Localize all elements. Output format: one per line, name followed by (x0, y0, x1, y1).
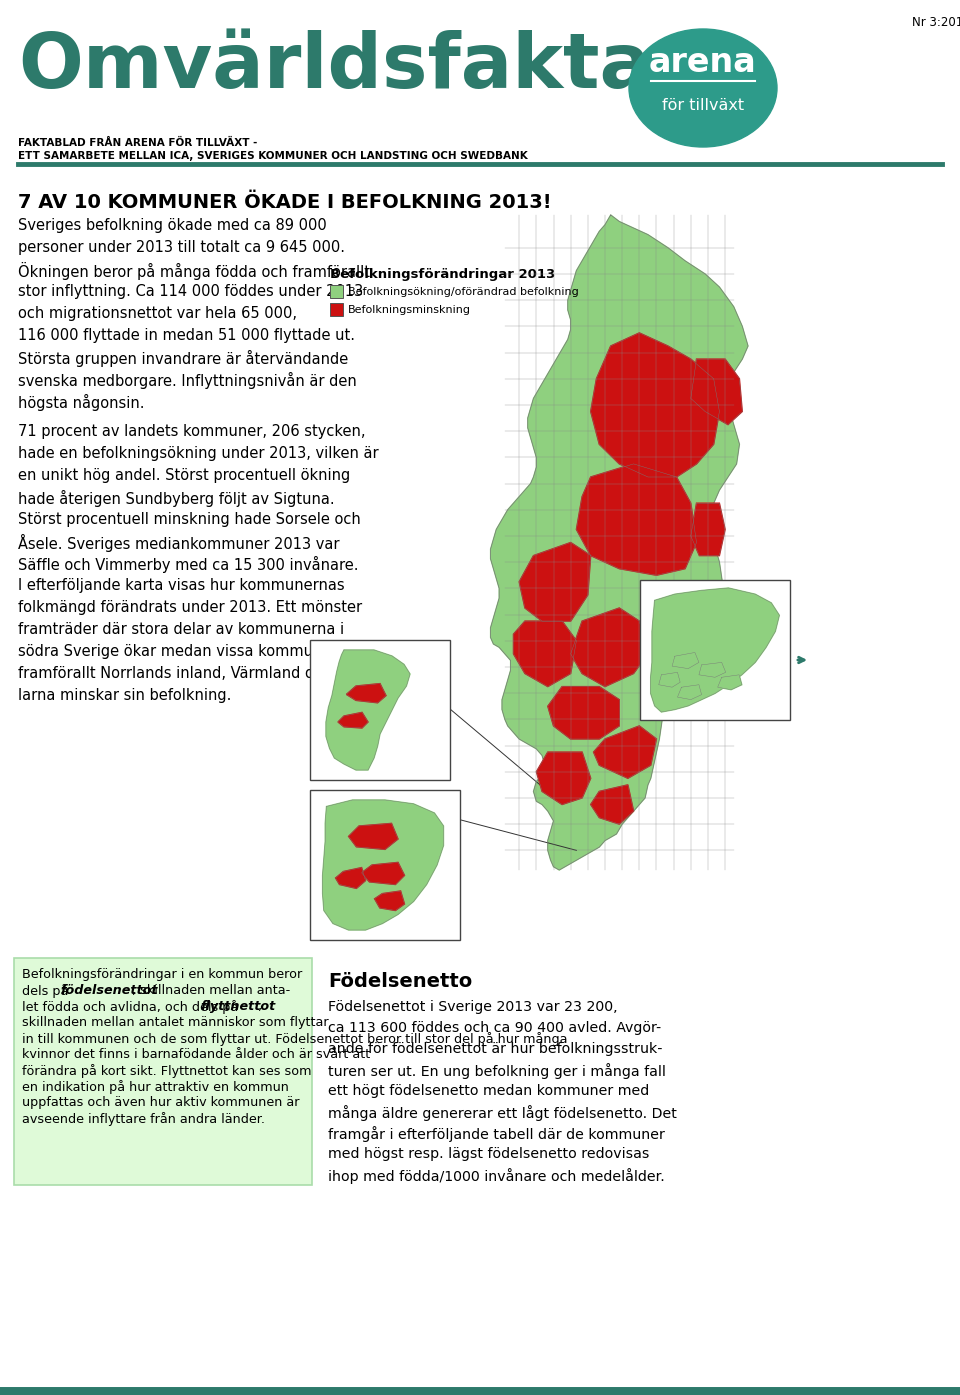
Polygon shape (699, 663, 726, 678)
Text: och migrationsnettot var hela 65 000,: och migrationsnettot var hela 65 000, (18, 306, 297, 321)
Text: Ökningen beror på många födda och framförallt: Ökningen beror på många födda och framfö… (18, 262, 370, 280)
Text: hade en befolkningsökning under 2013, vilken är: hade en befolkningsökning under 2013, vi… (18, 446, 378, 460)
Text: FAKTABLAD FRÅN ARENA FÖR TILLVÄXT -: FAKTABLAD FRÅN ARENA FÖR TILLVÄXT - (18, 138, 257, 148)
Text: dels på: dels på (22, 983, 72, 997)
Text: uppfattas och även hur aktiv kommunen är: uppfattas och även hur aktiv kommunen är (22, 1096, 300, 1109)
Text: högsta någonsin.: högsta någonsin. (18, 393, 145, 412)
Text: framförallt Norrlands inland, Värmland och Da-: framförallt Norrlands inland, Värmland o… (18, 665, 362, 681)
Text: let födda och avlidna, och dels på: let födda och avlidna, och dels på (22, 1000, 242, 1014)
Polygon shape (548, 686, 619, 739)
Text: framträder där stora delar av kommunerna i: framträder där stora delar av kommunerna… (18, 622, 344, 638)
Text: larna minskar sin befolkning.: larna minskar sin befolkning. (18, 688, 231, 703)
Polygon shape (659, 672, 680, 688)
Text: arena: arena (649, 46, 756, 78)
Polygon shape (338, 713, 368, 728)
Text: födelsenettot: födelsenettot (60, 983, 157, 997)
FancyBboxPatch shape (14, 958, 312, 1184)
Text: personer under 2013 till totalt ca 9 645 000.: personer under 2013 till totalt ca 9 645… (18, 240, 345, 255)
FancyBboxPatch shape (330, 285, 343, 299)
Text: Sveriges befolkning ökade med ca 89 000: Sveriges befolkning ökade med ca 89 000 (18, 218, 326, 233)
Text: ihop med födda/1000 invånare och medelålder.: ihop med födda/1000 invånare och medelål… (328, 1168, 664, 1184)
Polygon shape (326, 650, 410, 770)
Text: Nr 3:2014: Nr 3:2014 (912, 15, 960, 29)
Text: kvinnor det finns i barnafödande ålder och är svårt att: kvinnor det finns i barnafödande ålder o… (22, 1048, 371, 1062)
Polygon shape (593, 725, 657, 778)
Text: Befolkningsförändringar i en kommun beror: Befolkningsförändringar i en kommun bero… (22, 968, 302, 981)
FancyBboxPatch shape (330, 303, 343, 317)
Polygon shape (336, 868, 366, 889)
Text: med högst resp. lägst födelsenetto redovisas: med högst resp. lägst födelsenetto redov… (328, 1147, 649, 1161)
Text: Omvärldsfakta: Omvärldsfakta (18, 31, 651, 105)
Text: Födelsenettot i Sverige 2013 var 23 200,: Födelsenettot i Sverige 2013 var 23 200, (328, 1000, 617, 1014)
Text: ca 113 600 föddes och ca 90 400 avled. Avgör-: ca 113 600 föddes och ca 90 400 avled. A… (328, 1021, 661, 1035)
Text: ETT SAMARBETE MELLAN ICA, SVERIGES KOMMUNER OCH LANDSTING OCH SWEDBANK: ETT SAMARBETE MELLAN ICA, SVERIGES KOMMU… (18, 151, 528, 160)
Polygon shape (672, 653, 699, 668)
Text: en indikation på hur attraktiv en kommun: en indikation på hur attraktiv en kommun (22, 1080, 289, 1094)
Text: Störst procentuell minskning hade Sorsele och: Störst procentuell minskning hade Sorsel… (18, 512, 361, 527)
Text: I efterföljande karta visas hur kommunernas: I efterföljande karta visas hur kommuner… (18, 578, 345, 593)
Text: avseende inflyttare från andra länder.: avseende inflyttare från andra länder. (22, 1112, 265, 1126)
Polygon shape (374, 891, 404, 911)
Polygon shape (347, 684, 386, 703)
Text: hade återigen Sundbyberg följt av Sigtuna.: hade återigen Sundbyberg följt av Sigtun… (18, 490, 335, 506)
Text: ,: , (257, 1000, 261, 1013)
Text: södra Sverige ökar medan vissa kommuner i: södra Sverige ökar medan vissa kommuner … (18, 644, 347, 658)
Text: en unikt hög andel. Störst procentuell ökning: en unikt hög andel. Störst procentuell ö… (18, 467, 350, 483)
Polygon shape (678, 685, 702, 700)
Polygon shape (514, 621, 576, 686)
Polygon shape (570, 608, 648, 686)
Text: svenska medborgare. Inflyttningsnivån är den: svenska medborgare. Inflyttningsnivån är… (18, 372, 357, 389)
Text: 71 procent av landets kommuner, 206 stycken,: 71 procent av landets kommuner, 206 styc… (18, 424, 366, 439)
FancyBboxPatch shape (0, 1389, 960, 1395)
Polygon shape (537, 752, 590, 805)
Polygon shape (323, 799, 444, 930)
Text: , skillnaden mellan anta-: , skillnaden mellan anta- (132, 983, 290, 997)
Polygon shape (491, 215, 748, 870)
Text: framgår i efterföljande tabell där de kommuner: framgår i efterföljande tabell där de ko… (328, 1126, 665, 1143)
Text: Största gruppen invandrare är återvändande: Största gruppen invandrare är återvändan… (18, 350, 348, 367)
Polygon shape (519, 543, 590, 621)
Text: Åsele. Sveriges mediankommuner 2013 var: Åsele. Sveriges mediankommuner 2013 var (18, 534, 340, 552)
Polygon shape (662, 621, 703, 674)
Polygon shape (691, 359, 742, 424)
Text: Befolkningsförändringar 2013: Befolkningsförändringar 2013 (330, 268, 555, 280)
Polygon shape (576, 465, 697, 575)
Text: folkmängd förändrats under 2013. Ett mönster: folkmängd förändrats under 2013. Ett mön… (18, 600, 362, 615)
Polygon shape (590, 785, 634, 824)
FancyBboxPatch shape (310, 790, 460, 940)
Text: flyttnettot: flyttnettot (200, 1000, 276, 1013)
Text: många äldre genererar ett lågt födelsenetto. Det: många äldre genererar ett lågt födelsene… (328, 1105, 677, 1122)
FancyBboxPatch shape (640, 580, 790, 720)
FancyBboxPatch shape (310, 640, 450, 780)
Text: in till kommunen och de som flyttar ut. Födelsenettot beror till stor del på hur: in till kommunen och de som flyttar ut. … (22, 1032, 567, 1046)
Text: Födelsenetto: Födelsenetto (328, 972, 472, 990)
Polygon shape (348, 823, 398, 850)
Text: Säffle och Vimmerby med ca 15 300 invånare.: Säffle och Vimmerby med ca 15 300 invåna… (18, 557, 358, 573)
Ellipse shape (629, 29, 777, 146)
Text: ett högt födelsenetto medan kommuner med: ett högt födelsenetto medan kommuner med (328, 1084, 649, 1098)
Text: 7 AV 10 KOMMUNER ÖKADE I BEFOLKNING 2013!: 7 AV 10 KOMMUNER ÖKADE I BEFOLKNING 2013… (18, 193, 552, 212)
Polygon shape (718, 675, 742, 689)
Polygon shape (651, 589, 780, 711)
Polygon shape (362, 862, 404, 884)
Text: Befolkningsökning/oförändrad befolkning: Befolkningsökning/oförändrad befolkning (348, 287, 579, 297)
Polygon shape (691, 504, 725, 555)
Text: turen ser ut. En ung befolkning ger i många fall: turen ser ut. En ung befolkning ger i må… (328, 1063, 666, 1078)
Text: skillnaden mellan antalet människor som flyttar: skillnaden mellan antalet människor som … (22, 1016, 328, 1030)
Text: 116 000 flyttade in medan 51 000 flyttade ut.: 116 000 flyttade in medan 51 000 flyttad… (18, 328, 355, 343)
Text: ande för födelsenettot är hur befolkningsstruk-: ande för födelsenettot är hur befolkning… (328, 1042, 662, 1056)
Text: Befolkningsminskning: Befolkningsminskning (348, 306, 471, 315)
Text: stor inflyttning. Ca 114 000 föddes under 2013: stor inflyttning. Ca 114 000 föddes unde… (18, 285, 363, 299)
Polygon shape (590, 333, 719, 477)
Text: förändra på kort sikt. Flyttnettot kan ses som: förändra på kort sikt. Flyttnettot kan s… (22, 1064, 311, 1078)
Text: för tillväxt: för tillväxt (662, 99, 744, 113)
